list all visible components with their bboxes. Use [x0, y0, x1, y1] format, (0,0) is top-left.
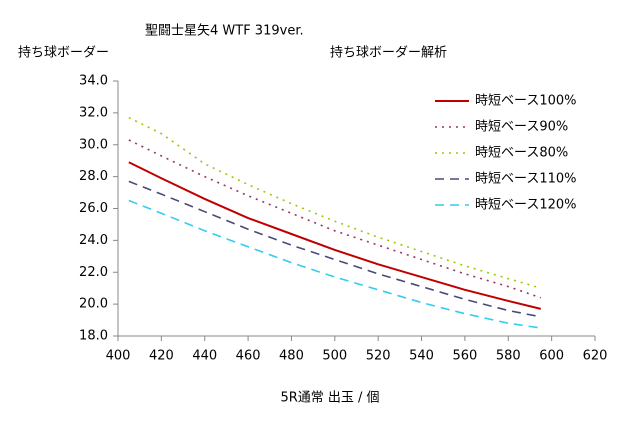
x-tick-label: 580: [496, 349, 521, 364]
series-line: [128, 180, 541, 318]
x-tick-label: 620: [583, 349, 608, 364]
y-tick-label: 26.0: [79, 201, 108, 216]
series-line: [128, 116, 542, 289]
y-tick-label: 30.0: [79, 137, 108, 152]
x-tick-label: 440: [192, 349, 217, 364]
legend-label: 時短ベース100%: [475, 94, 577, 109]
x-axis-label: 5R通常 出玉 / 個: [280, 391, 379, 406]
x-tick-label: 400: [106, 349, 131, 364]
y-tick-label: 34.0: [79, 74, 108, 89]
y-tick-label: 32.0: [79, 105, 108, 120]
series-line: [128, 199, 541, 329]
legend-label: 時短ベース80%: [475, 146, 568, 161]
legend-label: 時短ベース120%: [475, 198, 577, 213]
y-axis-label: 持ち球ボーダー: [18, 46, 109, 61]
series-line: [128, 161, 542, 310]
x-tick-label: 560: [452, 349, 477, 364]
x-tick-label: 460: [236, 349, 261, 364]
x-tick-label: 480: [279, 349, 304, 364]
x-tick-label: 500: [322, 349, 347, 364]
chart-title: 聖闘士星矢4 WTF 319ver.: [145, 24, 304, 39]
x-tick-label: 600: [539, 349, 564, 364]
y-tick-label: 20.0: [79, 297, 108, 312]
legend-label: 時短ベース110%: [475, 172, 577, 187]
y-tick-label: 18.0: [79, 329, 108, 344]
x-tick-label: 420: [149, 349, 174, 364]
legend-label: 時短ベース90%: [475, 120, 568, 135]
y-tick-label: 22.0: [79, 265, 108, 280]
series-line: [128, 139, 542, 299]
y-tick-label: 24.0: [79, 233, 108, 248]
y-tick-label: 28.0: [79, 169, 108, 184]
x-tick-label: 520: [366, 349, 391, 364]
x-tick-label: 540: [409, 349, 434, 364]
chart-subtitle: 持ち球ボーダー解析: [330, 46, 447, 61]
